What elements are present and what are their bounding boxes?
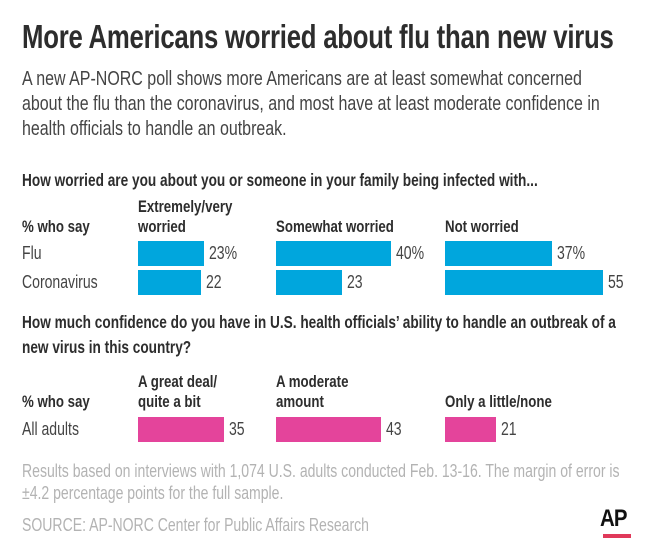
data-label: 21: [501, 419, 518, 439]
source: SOURCE: AP-NORC Center for Public Affair…: [22, 515, 369, 535]
bar: [445, 417, 497, 442]
bar: [276, 241, 392, 266]
category-label: worried: [138, 217, 186, 236]
bar: [138, 270, 202, 295]
bar: [276, 417, 382, 442]
data-label: 22: [206, 272, 222, 292]
category-label: A great deal/: [138, 372, 218, 391]
data-label: 23: [347, 272, 363, 292]
bar: [276, 270, 343, 295]
bar: [445, 241, 552, 266]
footnote: Results based on interviews with 1,074 U…: [22, 461, 620, 503]
category-label: Not worried: [445, 217, 519, 236]
bar: [445, 270, 604, 295]
row-header: % who say: [22, 217, 90, 236]
data-label: 43: [386, 419, 402, 439]
ap-logo: AP: [600, 505, 628, 532]
bar: [138, 417, 224, 442]
data-label: 37%: [556, 243, 585, 263]
bar: [138, 241, 205, 266]
row-label: Flu: [22, 243, 42, 263]
data-label: 35: [228, 419, 245, 439]
data-label: 40%: [396, 243, 425, 263]
category-label: amount: [276, 392, 324, 411]
question: How worried are you about you or someone…: [22, 170, 538, 190]
category-label: Extremely/very: [138, 197, 233, 216]
category-label: A moderate: [276, 372, 349, 391]
row-header: % who say: [22, 392, 90, 411]
row-label: All adults: [22, 419, 79, 439]
data-label: 55: [608, 272, 625, 292]
ap-logo-underline: [603, 534, 631, 538]
category-label: Somewhat worried: [276, 217, 394, 236]
row-label: Coronavirus: [22, 272, 98, 292]
chart-title: More Americans worried about flu than ne…: [22, 18, 614, 55]
category-label: Only a little/none: [445, 392, 552, 411]
chart-subtitle: A new AP-NORC poll shows more Americans …: [22, 67, 600, 140]
category-label: quite a bit: [138, 392, 201, 411]
data-label: 23%: [209, 243, 238, 263]
question: How much confidence do you have in U.S. …: [22, 312, 616, 357]
